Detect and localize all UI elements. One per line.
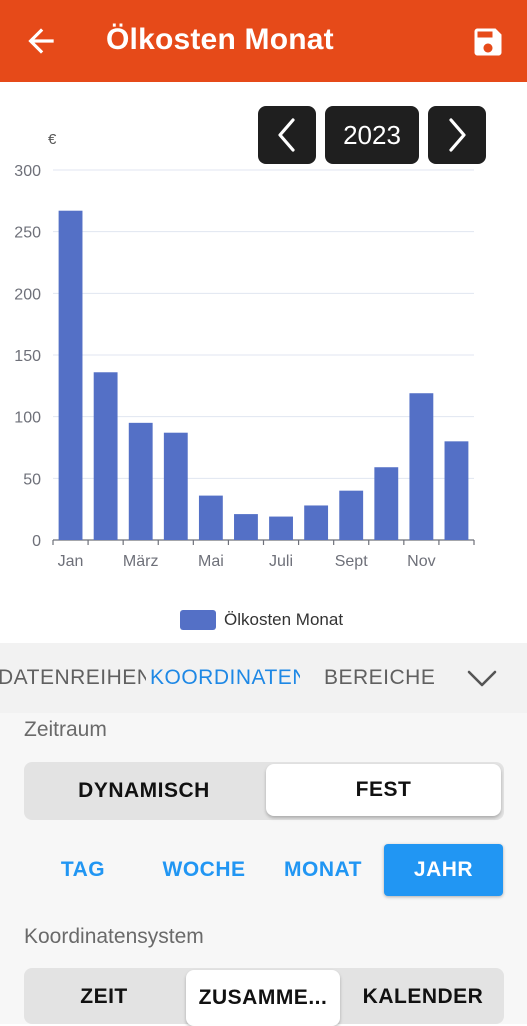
tag-button[interactable]: TAG <box>60 858 106 881</box>
tab-bereiche[interactable]: BEREICHE <box>324 666 436 689</box>
previous-year-button[interactable] <box>258 106 316 164</box>
bar-nov <box>409 393 434 540</box>
bar-aug <box>304 505 329 540</box>
chevron-right-icon <box>449 118 466 152</box>
legend-label: Ölkosten Monat <box>224 610 344 629</box>
koordinatensystem-toggle: ZEIT ZUSAMME... KALENDER <box>24 968 504 1026</box>
x-tick-label: März <box>123 553 159 570</box>
bar-okt <box>374 467 399 540</box>
koordinatensystem-label: Koordinatensystem <box>24 925 204 948</box>
bar-dez <box>444 441 469 540</box>
tab-bar: DATENREIHEN KOORDINATEN BEREICHE <box>0 643 527 713</box>
year-display[interactable]: 2023 <box>325 106 419 164</box>
x-tick-label: Mai <box>198 553 224 570</box>
bar-sept <box>339 490 364 540</box>
zusammen-button[interactable]: ZUSAMME... <box>186 970 340 1026</box>
x-tick-label: Jan <box>58 553 84 570</box>
chart-legend[interactable]: Ölkosten Monat <box>180 608 343 632</box>
y-tick-label: 200 <box>14 286 41 303</box>
jahr-button[interactable]: JAHR <box>384 844 503 896</box>
y-tick-label: 50 <box>23 471 41 488</box>
bar-mai <box>198 495 223 540</box>
x-tick-label: Sept <box>335 553 368 570</box>
chevron-down-icon[interactable] <box>465 665 499 691</box>
bar-jun <box>234 514 258 540</box>
y-axis-unit-label: € <box>48 131 57 148</box>
y-tick-label: 150 <box>14 348 41 365</box>
zeitraum-label: Zeitraum <box>24 718 107 741</box>
y-tick-label: 100 <box>14 410 41 427</box>
y-tick-label: 250 <box>14 225 41 242</box>
app-bar: Ölkosten Monat <box>0 0 527 82</box>
zeitraum-toggle: DYNAMISCH FEST <box>24 762 504 820</box>
bar-märz <box>128 422 153 540</box>
bar-feb <box>93 372 118 540</box>
zeit-button[interactable]: ZEIT <box>80 985 128 1008</box>
y-tick-label: 0 <box>32 533 41 550</box>
bar-jan <box>58 210 83 540</box>
fest-button[interactable]: FEST <box>266 764 501 816</box>
x-tick-label: Juli <box>269 553 293 570</box>
save-icon[interactable] <box>470 24 506 60</box>
bar-apr <box>163 432 188 540</box>
x-tick-label: Nov <box>407 553 435 570</box>
monat-button[interactable]: MONAT <box>284 858 362 881</box>
next-year-button[interactable] <box>428 106 486 164</box>
chevron-left-icon <box>278 118 295 152</box>
y-tick-label: 300 <box>14 163 41 180</box>
woche-button[interactable]: WOCHE <box>162 858 246 881</box>
bar-juli <box>269 516 293 540</box>
arrow-back-icon[interactable] <box>22 22 60 60</box>
page-title: Ölkosten Monat <box>106 23 334 56</box>
kalender-button[interactable]: KALENDER <box>362 985 484 1008</box>
tab-koordinaten[interactable]: KOORDINATEN <box>150 666 300 689</box>
tab-datenreihen[interactable]: DATENREIHEN <box>0 666 146 689</box>
bar-chart: €0 50 100 150 200 250 300 Jan März Mai Juli Sept Nov <box>14 131 475 570</box>
dynamisch-button[interactable]: DYNAMISCH <box>78 779 210 802</box>
legend-swatch <box>180 610 216 630</box>
